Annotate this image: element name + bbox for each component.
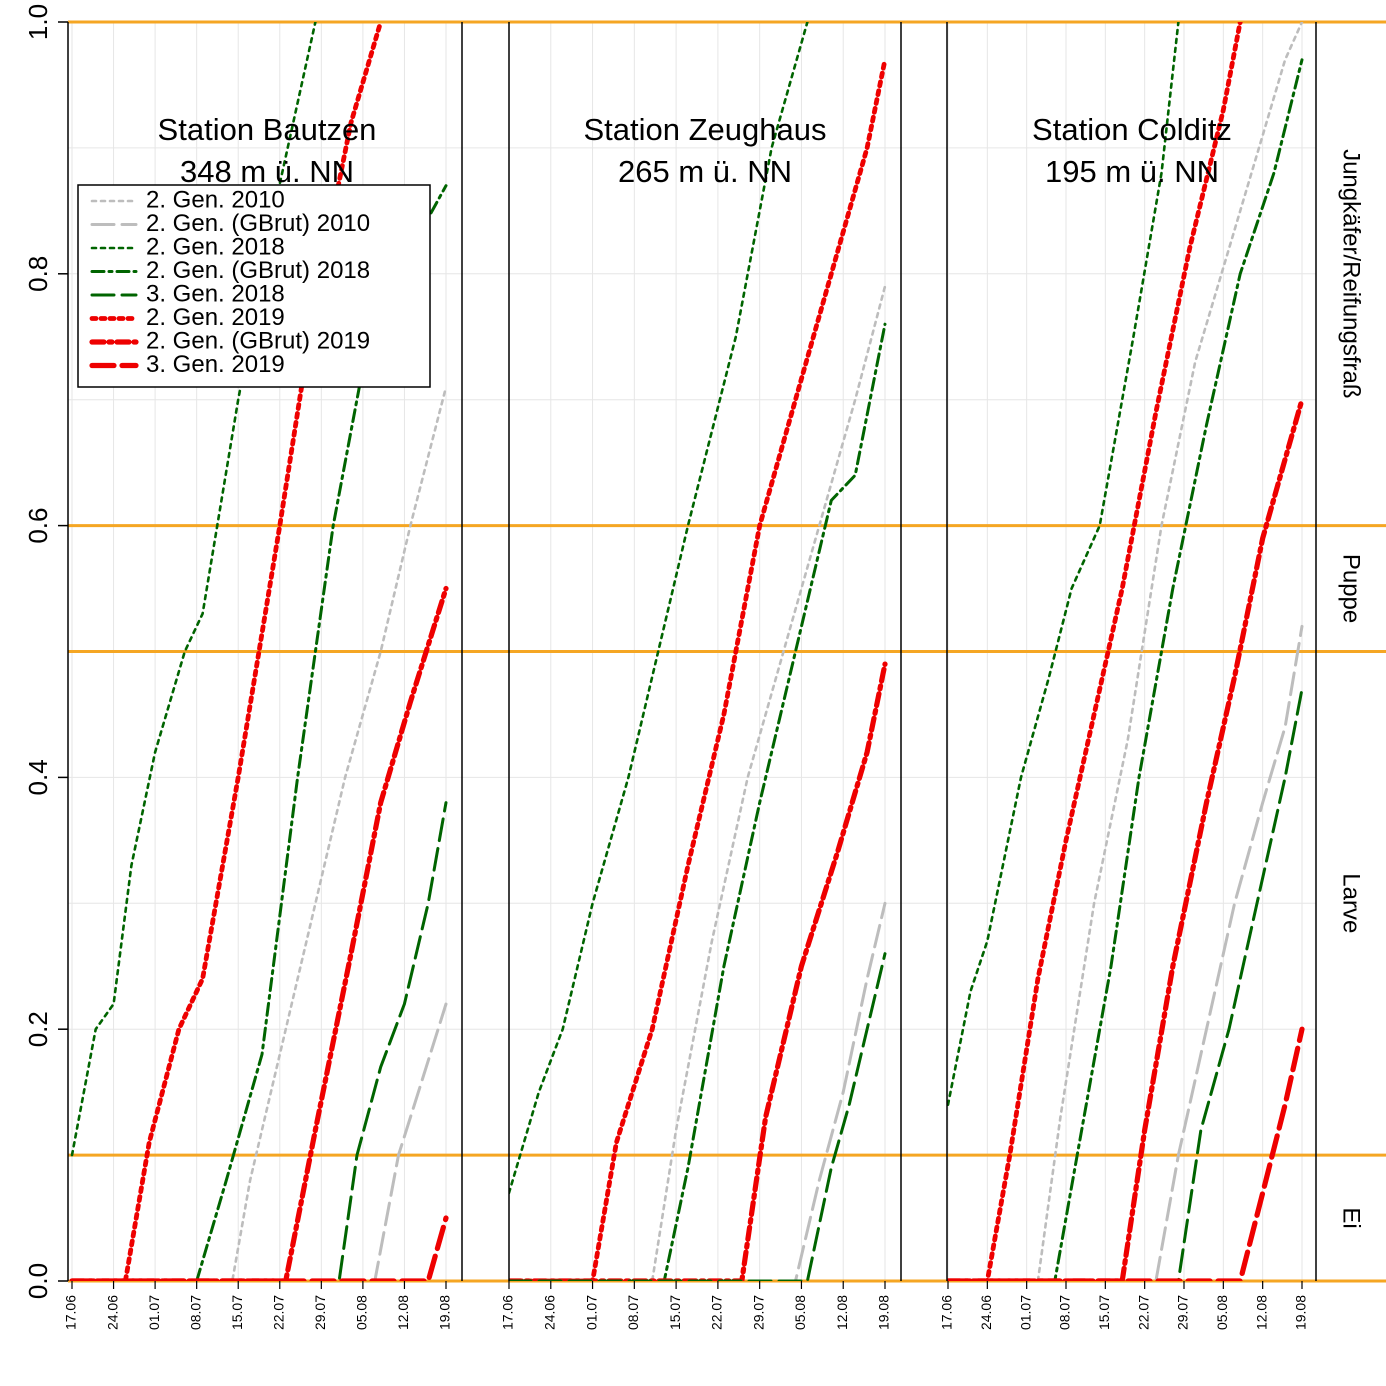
series-line-2-gen-2010 bbox=[70, 385, 448, 1281]
series-line-3-gen-2019 bbox=[947, 1026, 1305, 1281]
x-tick-label: 01.07 bbox=[583, 1295, 599, 1330]
x-tick-label: 29.07 bbox=[312, 1295, 328, 1330]
series-line-2-gen-2019 bbox=[947, 22, 1243, 1281]
x-tick-label: 22.07 bbox=[270, 1295, 286, 1330]
series-line-gbrut-2010 bbox=[509, 901, 887, 1281]
x-tick-label: 19.08 bbox=[437, 1295, 453, 1330]
legend-entry: 2. Gen. (GBrut) 2018 bbox=[146, 257, 370, 284]
series-line-3-gen-2018 bbox=[70, 801, 448, 1281]
x-tick-label: 29.07 bbox=[1175, 1295, 1191, 1330]
stage-label: Ei bbox=[1338, 1207, 1365, 1228]
legend-entry: 2. Gen. (GBrut) 2019 bbox=[146, 327, 370, 354]
x-tick-label: 17.06 bbox=[939, 1295, 955, 1330]
series-line-3-gen-2018 bbox=[947, 687, 1304, 1281]
legend-entry: 2. Gen. 2018 bbox=[146, 233, 285, 260]
x-tick-label: 19.08 bbox=[1293, 1295, 1309, 1330]
panel-title: Station Zeughaus bbox=[583, 112, 826, 147]
stage-labels: Ei Larve Puppe Jungkäfer/Reifungsfraß bbox=[1338, 149, 1365, 1229]
series-line-gbrut-2010 bbox=[70, 1002, 448, 1281]
x-tick-label: 29.07 bbox=[750, 1295, 766, 1330]
x-tick-label: 08.07 bbox=[1057, 1295, 1073, 1330]
series-line-2-gen-gbrut-2019 bbox=[947, 397, 1305, 1281]
x-tick-label: 08.07 bbox=[187, 1295, 203, 1330]
x-tick-label: 12.08 bbox=[395, 1295, 411, 1330]
stage-label: Larve bbox=[1338, 873, 1365, 933]
panel-titles: Station Bautzen 348 m ü. NN Station Zeugha… bbox=[158, 112, 1232, 189]
x-tick-label: 15.07 bbox=[667, 1295, 683, 1330]
series-line-2-gen-2018 bbox=[509, 22, 809, 1195]
series-line-3-gen-2018 bbox=[509, 952, 887, 1281]
series-line-2-gen-2019 bbox=[509, 57, 888, 1281]
series-line-2-gen-2010 bbox=[509, 285, 887, 1281]
panel-subtitle: 195 m ü. NN bbox=[1045, 154, 1219, 189]
y-axis: 0.0 0.2 0.4 0.6 0.8 1.0 bbox=[23, 4, 68, 1299]
x-tick-label: 15.07 bbox=[229, 1295, 245, 1330]
series-line-gbrut-2010 bbox=[947, 624, 1304, 1281]
x-tick-label: 01.07 bbox=[146, 1295, 162, 1330]
x-tick-label: 12.08 bbox=[834, 1295, 850, 1330]
panel-title: Station Bautzen bbox=[158, 112, 377, 147]
panel-title: Station Colditz bbox=[1032, 112, 1232, 147]
legend-box bbox=[77, 184, 431, 388]
y-tick-label: 0.2 bbox=[23, 1011, 53, 1047]
x-tick-label: 15.07 bbox=[1096, 1295, 1112, 1330]
x-tick-label: 01.07 bbox=[1017, 1295, 1033, 1330]
y-tick-label: 0.0 bbox=[23, 1263, 53, 1299]
series-line-2-gen-gbrut-2019 bbox=[509, 661, 888, 1281]
x-tick-label: 24.06 bbox=[541, 1295, 557, 1330]
legend-entry: 2. Gen. (GBrut) 2010 bbox=[146, 210, 370, 237]
stage-label: Jungkäfer/Reifungsfraß bbox=[1338, 149, 1365, 398]
x-tick-label: 17.06 bbox=[500, 1295, 516, 1330]
x-tick-label: 05.08 bbox=[1214, 1295, 1230, 1330]
x-tick-label: 05.08 bbox=[792, 1295, 808, 1330]
y-tick-label: 0.4 bbox=[23, 759, 53, 795]
y-tick-label: 1.0 bbox=[23, 4, 53, 40]
series-line-2-gen-gbrut-2018 bbox=[509, 322, 887, 1281]
series-line-3-gen-2019 bbox=[69, 1215, 449, 1281]
legend-entry: 3. Gen. 2019 bbox=[146, 351, 285, 378]
series-line-2-gen-gbrut-2018 bbox=[947, 58, 1304, 1281]
panel-series-group bbox=[947, 22, 1305, 1281]
x-tick-label: 12.08 bbox=[1253, 1295, 1269, 1330]
x-tick-label: 19.08 bbox=[876, 1295, 892, 1330]
x-tick-label: 08.07 bbox=[625, 1295, 641, 1330]
x-tick-label: 05.08 bbox=[354, 1295, 370, 1330]
x-tick-label: 22.07 bbox=[709, 1295, 725, 1330]
y-tick-label: 0.8 bbox=[23, 256, 53, 292]
series-line-2-gen-gbrut-2019 bbox=[69, 585, 449, 1281]
x-axis: 17.06 24.06 01.07 08.07 15.07 22.07 29.07 05.08… bbox=[63, 1281, 1309, 1330]
panel-subtitle: 265 m ü. NN bbox=[618, 154, 792, 189]
x-tick-label: 24.06 bbox=[104, 1295, 120, 1330]
legend-entry: 3. Gen. 2018 bbox=[146, 280, 285, 307]
x-tick-label: 17.06 bbox=[63, 1295, 79, 1330]
y-tick-label: 0.6 bbox=[23, 508, 53, 544]
series-line-2-gen-2018 bbox=[947, 22, 1180, 1106]
x-tick-label: 22.07 bbox=[1135, 1295, 1151, 1330]
legend-entry: 2. Gen. 2010 bbox=[146, 186, 285, 213]
series-line-2-gen-2010 bbox=[947, 22, 1304, 1281]
x-tick-label: 24.06 bbox=[978, 1295, 994, 1330]
panel-series-group bbox=[509, 22, 888, 1281]
panel-subtitle: 348 m ü. NN bbox=[180, 154, 354, 189]
stage-label: Puppe bbox=[1338, 554, 1365, 623]
panel-frames bbox=[67, 22, 1317, 1281]
legend-entry: 2. Gen. 2019 bbox=[146, 304, 285, 331]
